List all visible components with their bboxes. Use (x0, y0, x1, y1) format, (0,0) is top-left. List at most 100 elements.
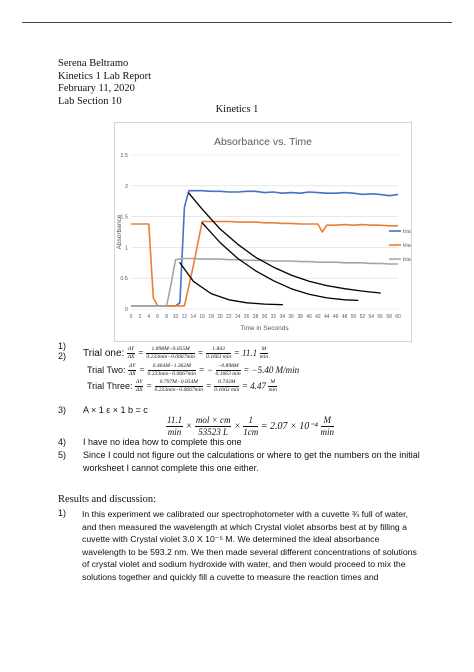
x-tick-label: 58 (386, 314, 392, 320)
den: ΔX (127, 354, 135, 360)
absorbance-chart: Absorbance vs. Time 0 0.5 1 1.5 2 2.5 0 2 4 6 8 10 12… (114, 122, 412, 342)
trial-three-label: Trial Three: (87, 380, 133, 391)
q5-line-1: Since I could not figure out the calcula… (83, 450, 420, 460)
series-line-1 (131, 189, 399, 307)
x-tick-label: 54 (369, 314, 375, 320)
x-tick-label: 16 (199, 314, 205, 320)
author-name: Serena Beltramo (58, 58, 129, 69)
num: 0.797M−0.054M (154, 379, 204, 387)
x-tick-label: 22 (226, 314, 232, 320)
q2-trial-two: Trial Two: ΔY ΔX = 0.464M−1.362M 0.233min−… (87, 363, 300, 378)
num: 0.464M−1.362M (147, 363, 197, 371)
results-number: 1) (58, 508, 67, 518)
trial-one-diff: 1.898M−0.055M 0.233min−0.0667min (146, 346, 195, 361)
num: −0.898M (215, 363, 241, 371)
results-paragraph: In this experiment we calibrated our spe… (82, 508, 432, 584)
q3-rate: 11.1 min (166, 415, 184, 438)
den: 0.1663 min (215, 371, 241, 377)
den: ΔX (135, 387, 143, 393)
chart-title: Absorbance vs. Time (214, 136, 312, 148)
x-tick-label: 46 (333, 314, 339, 320)
q2-trial-one: Trial one: ΔY ΔX = 1.898M−0.055M 0.233min−… (83, 346, 268, 361)
x-tick-label: 38 (297, 314, 303, 320)
y-tick-label: 1 (125, 245, 128, 251)
hand-drawn-curves (179, 192, 381, 306)
q5-line-2: worksheet I cannot complete this one eit… (83, 463, 259, 473)
x-tick-label: 32 (271, 314, 277, 320)
hand-drawn-curve (188, 192, 381, 294)
x-tick-label: 26 (244, 314, 250, 320)
q3-equation: 11.1 min × mol × cm 53523 L × 1 1cm = 2.07 … (166, 415, 335, 438)
trial-two-label: Trial Two: (87, 364, 126, 375)
trial-two-simplified: −0.898M 0.1663 min (215, 363, 241, 378)
den: 53523 L (198, 427, 229, 437)
den: 0.233min−0.0667min (146, 354, 195, 360)
q3-number: 3) (58, 405, 67, 415)
q3-pathlength: 1 1cm (243, 415, 259, 438)
series-line-2 (131, 220, 398, 307)
x-tick-label: 28 (253, 314, 259, 320)
report-title: Kinetics 1 Lab Report (58, 70, 152, 82)
x-tick-label: 44 (324, 314, 330, 320)
x-tick-label: 52 (360, 314, 366, 320)
trial-three-simplified: 0.743M 0.1663 min (214, 379, 240, 394)
num: M (259, 346, 268, 354)
grid-layer (131, 154, 398, 310)
num: 1.843 (206, 346, 232, 354)
x-tick-label: 34 (280, 314, 286, 320)
den: 1cm (243, 427, 259, 437)
num: 1 (243, 415, 259, 427)
y-tick-label: 2 (125, 184, 128, 190)
num: ΔY (126, 346, 136, 354)
x-tick-label: 50 (351, 314, 357, 320)
den: min (167, 427, 182, 437)
num: 11.1 (166, 415, 184, 427)
x-tick-label: 18 (208, 314, 214, 320)
hand-drawn-curve (201, 222, 359, 302)
trial-two-result: = −5.40 M/min (243, 364, 300, 375)
trial-one-simplified: 1.843 0.1663 min (206, 346, 232, 361)
hand-drawn-curve (179, 262, 283, 306)
q5-number: 5) (58, 450, 67, 460)
trial-three-diff: 0.797M−0.054M 0.233min−0.0667min (154, 379, 204, 394)
lab-section: Lab Section 10 (58, 95, 122, 107)
x-tick-label: 10 (173, 314, 179, 320)
x-tick-label: 6 (156, 314, 159, 320)
num: M (320, 415, 335, 427)
num: ΔY (135, 379, 144, 387)
x-tick-label: 24 (235, 314, 241, 320)
results-line: of crystal violet and sodium hydroxide w… (82, 559, 406, 570)
results-line: cuvette with Crystal violet 3.0 X 10⁻⁵ M… (82, 534, 380, 545)
x-axis-label: Time in Seconds (240, 325, 289, 332)
results-line: solutions together and quickly fill a cu… (82, 571, 379, 582)
x-tick-label: 40 (306, 314, 312, 320)
x-tick-label: 12 (182, 314, 188, 320)
q2-trial-three: Trial Three: ΔY ΔX = 0.797M−0.054M 0.233mi… (87, 379, 277, 394)
num: ΔY (128, 363, 137, 371)
document-title: Kinetics 1 (215, 104, 259, 115)
trial-two-diff: 0.464M−1.362M 0.233min−0.0667min (147, 363, 197, 378)
q3-molar-absorptivity: mol × cm 53523 L (194, 415, 232, 438)
num: mol × cm (194, 415, 232, 427)
q4-number: 4) (58, 437, 67, 447)
x-tick-label: 2 (139, 314, 142, 320)
den: 0.233min−0.0667min (147, 371, 197, 377)
results-line: In this experiment we calibrated our spe… (82, 509, 408, 519)
legend-label: trial 2 (403, 243, 411, 249)
trial-two-delta: ΔY ΔX (128, 363, 137, 378)
legend-label: trial one (403, 229, 411, 235)
trial-one-result: = 11.1 (233, 347, 258, 358)
num: 0.743M (214, 379, 240, 387)
y-axis-label: Absorbance (116, 214, 123, 249)
trial-one-delta: ΔY ΔX (126, 346, 136, 361)
legend-label: trial 3 (403, 257, 411, 263)
x-tick-label: 8 (165, 314, 168, 320)
report-date: February 11, 2020 (58, 83, 135, 94)
y-tick-label: 1.5 (120, 215, 128, 221)
den: min (268, 387, 277, 393)
x-tick-label: 56 (377, 314, 383, 320)
q4-text: I have no idea how to complete this one (83, 437, 242, 447)
